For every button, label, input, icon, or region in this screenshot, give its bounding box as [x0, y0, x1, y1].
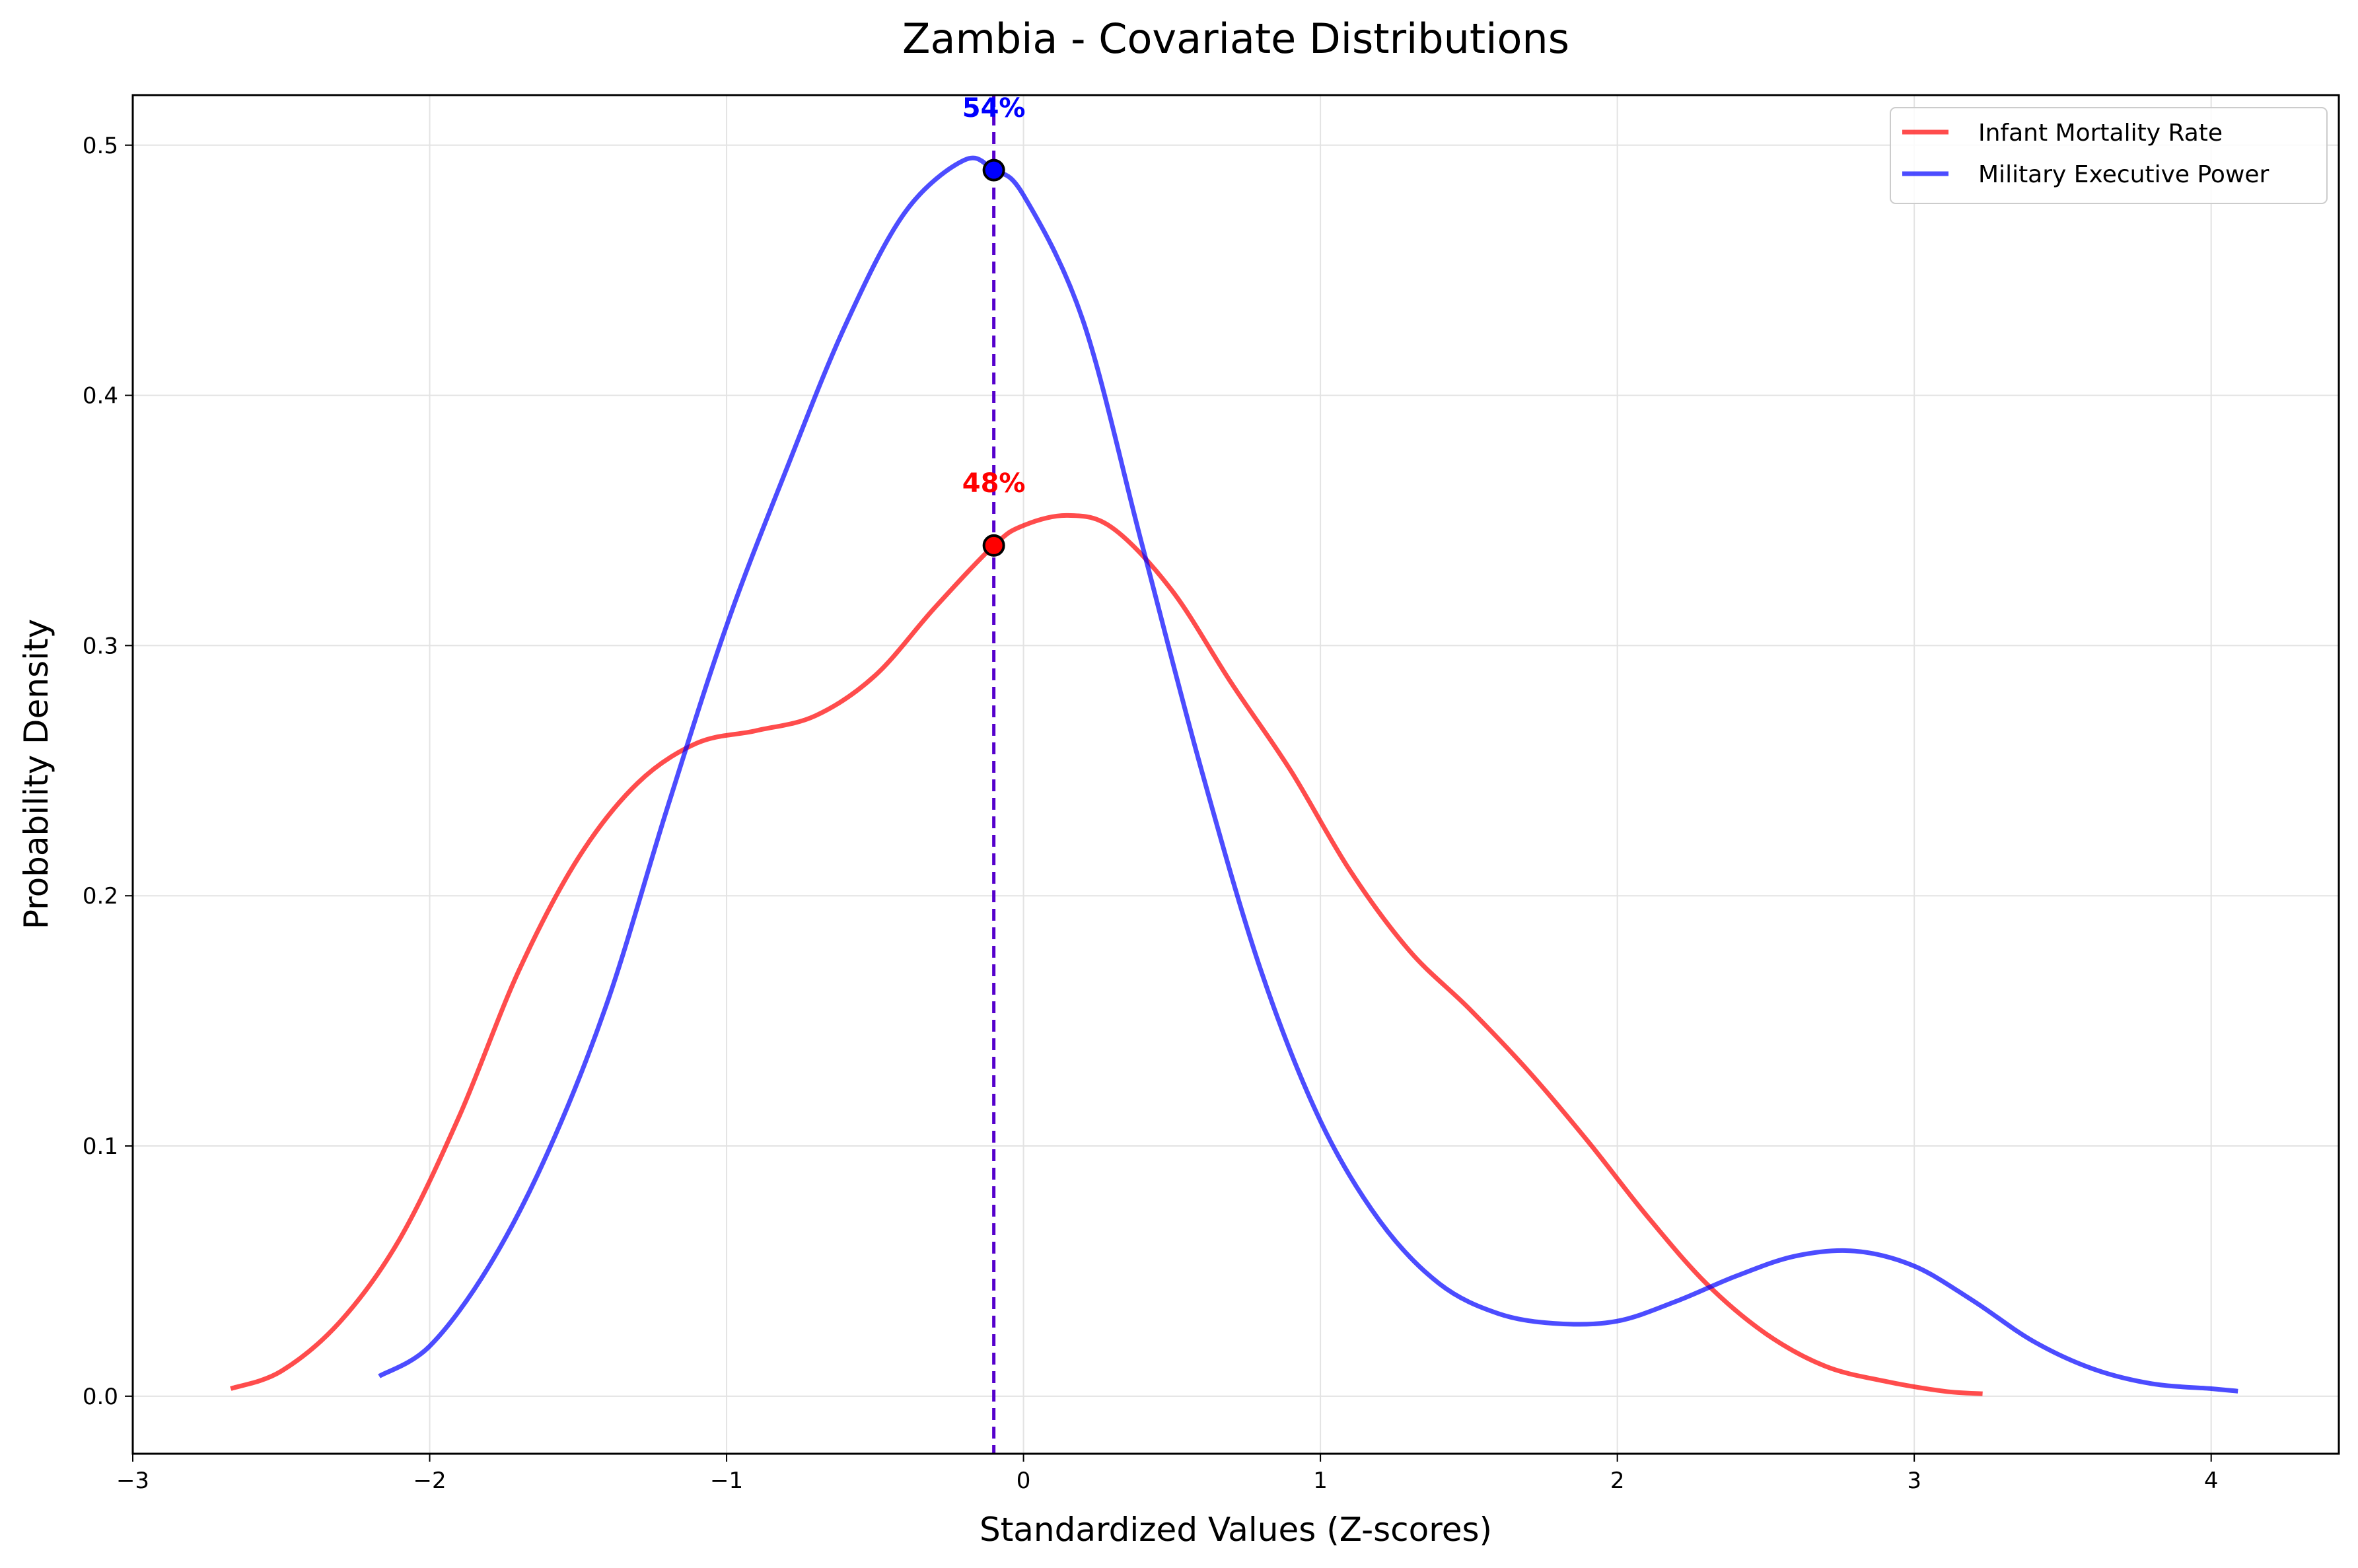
x-tick-label: 1	[1313, 1468, 1328, 1494]
legend: Infant Mortality Rate Military Executive…	[1890, 107, 2328, 204]
legend-label-infant-mortality: Infant Mortality Rate	[1978, 120, 2223, 147]
plot-frame	[131, 94, 2340, 1455]
marker-layer: 54% 48%	[962, 93, 1026, 557]
legend-label-military-executive-power: Military Executive Power	[1978, 161, 2269, 188]
x-tick-label: −3	[116, 1468, 149, 1494]
x-tick-label: −2	[413, 1468, 446, 1494]
y-tick-label: 0.3	[83, 633, 118, 659]
x-tick-label: 4	[2204, 1468, 2219, 1494]
chart-title: Zambia - Covariate Distributions	[902, 15, 1569, 63]
x-tick-label: −1	[710, 1468, 743, 1494]
y-axis-title: Probability Density	[17, 619, 55, 929]
x-axis: −3 −2 −1 0 1 2 3 4	[116, 1454, 2219, 1494]
marker-label: 54%	[962, 93, 1026, 124]
y-tick-label: 0.2	[83, 883, 118, 909]
y-axis: 0.0 0.1 0.2 0.3 0.4 0.5	[83, 133, 133, 1410]
x-tick-label: 0	[1017, 1468, 1031, 1494]
marker-label: 48%	[962, 468, 1026, 499]
x-tick-label: 2	[1610, 1468, 1625, 1494]
series-layer	[230, 155, 2238, 1396]
y-tick-label: 0.1	[83, 1133, 118, 1160]
y-tick-label: 0.0	[83, 1384, 118, 1410]
series-line-infant-mortality-rate	[230, 513, 1983, 1396]
x-axis-title: Standardized Values (Z-scores)	[980, 1511, 1492, 1549]
legend-box	[1890, 107, 2328, 204]
y-tick-label: 0.5	[83, 133, 118, 159]
marker-point	[982, 534, 1005, 557]
marker-point	[982, 159, 1005, 182]
x-tick-label: 3	[1907, 1468, 1921, 1494]
series-line-military-executive-power	[378, 155, 2238, 1394]
y-tick-label: 0.4	[83, 383, 118, 410]
